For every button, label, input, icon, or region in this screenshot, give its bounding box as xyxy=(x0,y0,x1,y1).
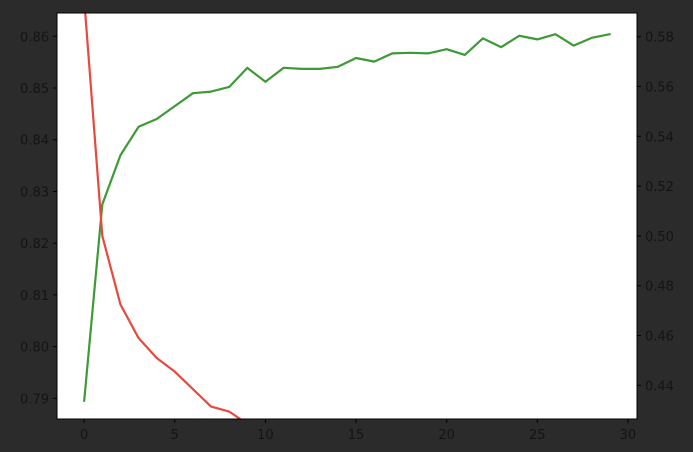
left-y-tick-label: 0.83 xyxy=(20,185,49,200)
left-y-tick-label: 0.84 xyxy=(20,134,49,149)
axes-layer xyxy=(56,12,638,420)
left-y-tick-label: 0.85 xyxy=(20,82,49,97)
right-y-tick-label: 0.54 xyxy=(645,130,674,145)
x-tick-label: 10 xyxy=(257,428,274,443)
right-y-tick-label: 0.44 xyxy=(645,379,674,394)
right-y-tick-label: 0.52 xyxy=(645,180,674,195)
series-line-left-axis xyxy=(83,33,611,402)
left-y-tick-label: 0.82 xyxy=(20,237,49,252)
right-y-tick-label: 0.48 xyxy=(645,280,674,295)
x-tick-label: 15 xyxy=(348,428,365,443)
plot-frame xyxy=(56,12,638,420)
left-y-tick-label: 0.79 xyxy=(20,392,49,407)
right-y-tick-label: 0.56 xyxy=(645,80,674,95)
x-tick-label: 30 xyxy=(620,428,637,443)
series-line-right-axis xyxy=(84,13,243,419)
right-y-tick-label: 0.50 xyxy=(645,230,674,245)
left-y-tick-label: 0.80 xyxy=(20,341,49,356)
right-y-tick-label: 0.58 xyxy=(645,31,674,46)
right-y-tick-label: 0.46 xyxy=(645,330,674,345)
x-tick-label: 25 xyxy=(529,428,546,443)
left-y-tick-label: 0.86 xyxy=(20,30,49,45)
x-tick-label: 5 xyxy=(171,428,179,443)
ticks-layer: 0 5 10 15 20 25 30 0.79 0.80 0.81 0.82 0.83 0.84 0.85… xyxy=(20,30,674,443)
plot-area xyxy=(57,13,637,419)
series-layer xyxy=(83,13,611,419)
x-tick-label: 20 xyxy=(438,428,455,443)
x-tick-label: 0 xyxy=(80,428,88,443)
left-y-tick-label: 0.81 xyxy=(20,289,49,304)
